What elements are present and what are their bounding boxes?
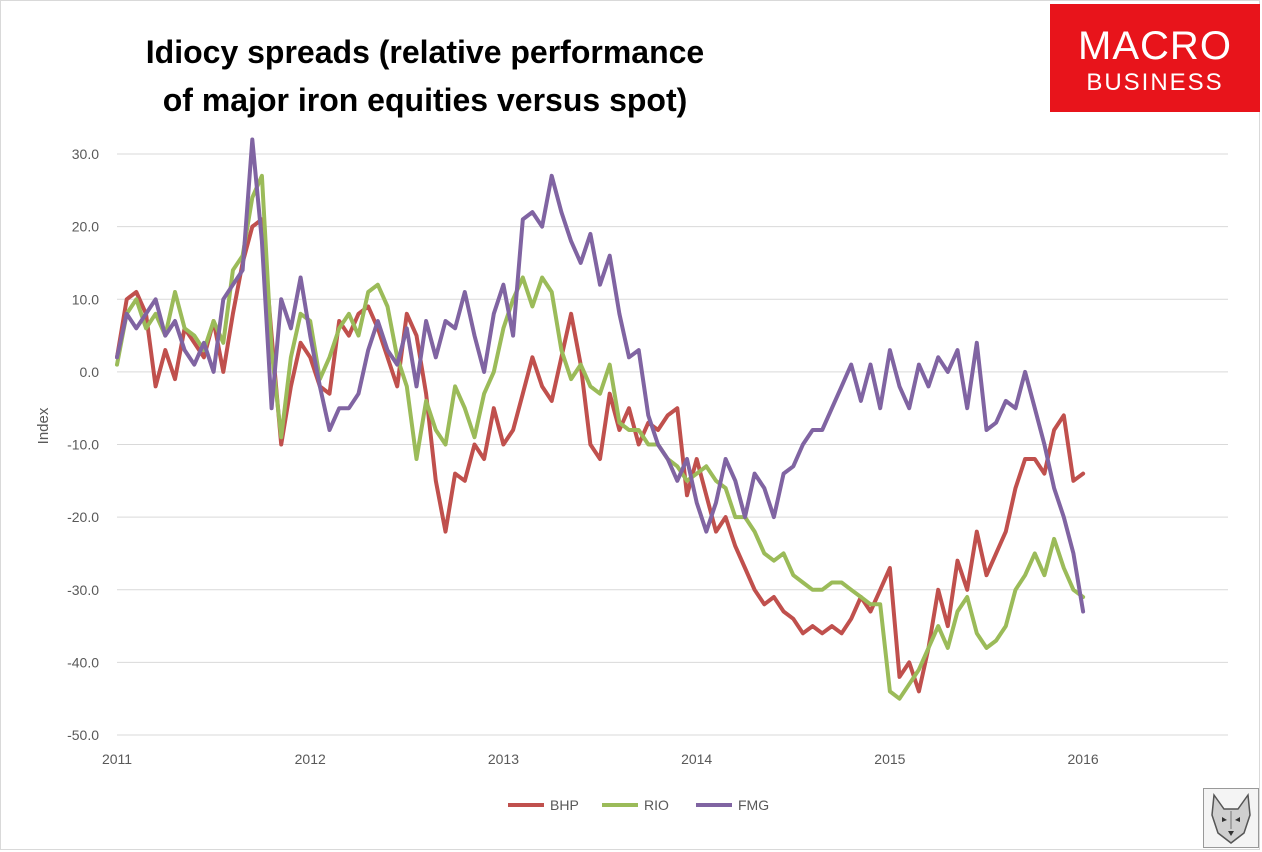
y-tick-label: 0.0: [80, 364, 100, 380]
wolf-head-icon: [1203, 788, 1259, 848]
x-tick-label: 2015: [874, 751, 905, 767]
y-tick-label: 20.0: [72, 219, 99, 235]
legend: BHP RIO FMG: [508, 797, 769, 813]
y-axis-tick-labels: 30.0 20.0 10.0 0.0 -10.0 -20.0 -30.0 -40.0 -50.0: [67, 146, 99, 743]
gridlines: [117, 153, 1228, 736]
legend-label-rio: RIO: [644, 797, 669, 813]
x-tick-label: 2014: [681, 751, 712, 767]
y-tick-label: -20.0: [67, 509, 99, 525]
x-tick-label: 2013: [488, 751, 519, 767]
macro-business-logo: MACRO BUSINESS: [1050, 4, 1260, 112]
y-tick-label: -30.0: [67, 582, 99, 598]
y-tick-label: 10.0: [72, 291, 99, 307]
x-tick-label: 2016: [1068, 751, 1099, 767]
series-line-rio: [115, 173, 1086, 701]
data-series: [115, 137, 1086, 701]
y-tick-label: -40.0: [67, 654, 99, 670]
chart-title: Idiocy spreads (relative performance of …: [145, 34, 705, 118]
x-tick-label: 2011: [102, 751, 132, 767]
series-line-bhp: [115, 217, 1086, 694]
legend-label-fmg: FMG: [738, 797, 769, 813]
y-tick-label: 30.0: [72, 146, 99, 162]
x-axis-tick-labels: 2011 2012 2013 2014 2015 2016: [102, 751, 1099, 767]
legend-label-bhp: BHP: [550, 797, 579, 813]
y-tick-label: -50.0: [67, 727, 99, 743]
y-tick-label: -10.0: [67, 437, 99, 453]
series-line-fmg: [115, 137, 1086, 614]
logo-line-macro: MACRO: [1078, 24, 1232, 68]
logo-line-business: BUSINESS: [1086, 69, 1224, 96]
y-axis-label: Index: [35, 407, 52, 444]
x-tick-label: 2012: [295, 751, 326, 767]
